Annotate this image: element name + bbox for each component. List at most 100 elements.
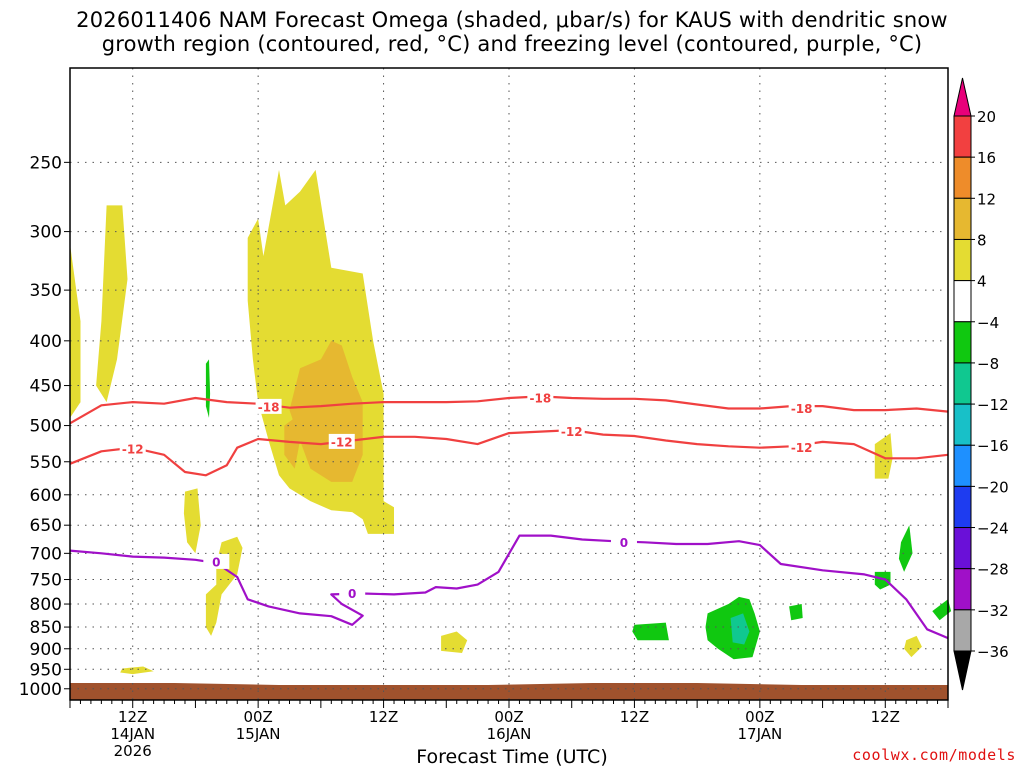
contour-label: -18 [258, 400, 280, 414]
colorbar-swatch [953, 485, 972, 529]
y-tick-label: 800 [30, 595, 62, 615]
x-tick-label: 12Z [620, 708, 649, 726]
contour-line-3 [69, 534, 949, 640]
colorbar-label: −32 [977, 602, 1009, 620]
y-tick-label: 650 [30, 516, 62, 536]
omega-region-yellow [96, 205, 128, 403]
y-axis: 2503003504004505005506006507007508008509… [19, 153, 70, 700]
y-tick-label: 300 [30, 223, 62, 243]
x-tick-label: 00Z [243, 708, 272, 726]
y-tick-label: 500 [30, 417, 62, 437]
colorbar-label: −4 [977, 314, 999, 332]
contour-label: 0 [212, 555, 220, 569]
contour-label-bg [119, 441, 146, 457]
omega-region-green [789, 604, 803, 621]
contour-label-bg [788, 400, 815, 416]
contour-label-bg [527, 390, 554, 406]
colorbar-label: 16 [977, 149, 996, 167]
omega-region-yellow [904, 635, 922, 658]
y-tick-label: 900 [30, 640, 62, 660]
colorbar-swatch [953, 321, 972, 364]
colorbar-label: 12 [977, 190, 996, 208]
colorbar-swatch [953, 568, 972, 611]
contour-label: -12 [331, 435, 353, 449]
colorbar-swatch [953, 403, 972, 446]
contour-label: -12 [561, 425, 583, 439]
y-tick-label: 850 [30, 618, 62, 638]
colorbar-swatch [953, 444, 972, 487]
omega-region-yellow [874, 433, 893, 479]
contour-label-bg [610, 534, 637, 550]
omega-region-yellow [205, 536, 243, 636]
y-tick-label: 700 [30, 544, 62, 564]
colorbar-label: −28 [977, 561, 1009, 579]
colorbar-label: 20 [977, 108, 996, 126]
y-tick-label: 1000 [19, 680, 62, 700]
omega-region-teal [730, 613, 750, 645]
contour-label: 0 [348, 587, 356, 601]
colorbar-label: −24 [977, 520, 1009, 538]
omega-shading [70, 169, 952, 675]
colorbar-swatch [953, 280, 972, 323]
chart-title-line-1: 2026011406 NAM Forecast Omega (shaded, μ… [76, 8, 948, 32]
colorbar: 20 16 12 8 4 −4 −8 −12 −16 −20 −24 −28 −32 −36 [953, 77, 1009, 691]
colorbar-label: 8 [977, 231, 987, 249]
y-tick-label: 250 [30, 153, 62, 173]
colorbar-swatch [953, 156, 972, 199]
contour-lines: -18 -18 -18 -12 -12 -12 -12 0 0 0 [69, 390, 949, 640]
omega-region-yellow [441, 631, 468, 653]
x-tick-label: 12Z [871, 708, 900, 726]
x-axis-title: Forecast Time (UTC) [416, 746, 608, 768]
y-tick-label: 950 [30, 660, 62, 680]
contour-label-bg [339, 585, 366, 601]
omega-region-green [932, 599, 952, 621]
contour-label-bg [788, 439, 815, 455]
omega-region-yellow [183, 488, 201, 554]
colorbar-cap-bottom [953, 650, 972, 691]
contour-label-bg [203, 553, 230, 569]
contour-label-bg [255, 398, 282, 414]
colorbar-swatch [953, 238, 972, 282]
credit-link[interactable]: coolwx.com/models [852, 746, 1016, 764]
contour-label: 0 [620, 536, 628, 550]
omega-region-green [898, 525, 913, 572]
contour-label: -12 [791, 441, 813, 455]
omega-region-green [632, 622, 669, 641]
omega-region-yellow [120, 666, 154, 675]
colorbar-swatch [953, 115, 972, 158]
colorbar-swatch [953, 527, 972, 570]
chart-title-line-2: growth region (contoured, red, °C) and f… [101, 32, 923, 56]
y-tick-label: 450 [30, 377, 62, 397]
colorbar-swatch [953, 362, 972, 405]
x-tick-label: 12Z [369, 708, 398, 726]
x-tick-label: 2026 [114, 742, 152, 760]
y-tick-label: 600 [30, 486, 62, 506]
x-tick-label: 14JAN [110, 725, 155, 743]
x-tick-label: 00Z [745, 708, 774, 726]
colorbar-swatch [953, 609, 972, 652]
x-tick-label: 00Z [494, 708, 523, 726]
contour-label-bg [558, 423, 585, 439]
x-tick-label: 15JAN [236, 725, 281, 743]
omega-region-yellow [70, 244, 81, 418]
omega-region-orange [284, 417, 300, 469]
colorbar-label: −36 [977, 643, 1009, 661]
colorbar-label: −8 [977, 355, 999, 373]
contour-label: -18 [530, 392, 552, 406]
y-tick-label: 750 [30, 571, 62, 591]
colorbar-label: −20 [977, 478, 1009, 496]
omega-region-green [874, 571, 891, 590]
y-tick-label: 400 [30, 332, 62, 352]
colorbar-cap-top [953, 77, 972, 117]
contour-label-bg [328, 433, 355, 449]
x-tick-label: 12Z [118, 708, 147, 726]
colorbar-label: 4 [977, 273, 987, 291]
grid-lines [70, 68, 948, 700]
colorbar-swatch [953, 197, 972, 240]
contour-label: -12 [122, 443, 144, 457]
omega-region-green [205, 359, 211, 418]
colorbar-label: −12 [977, 396, 1009, 414]
contour-label: -18 [791, 402, 813, 416]
